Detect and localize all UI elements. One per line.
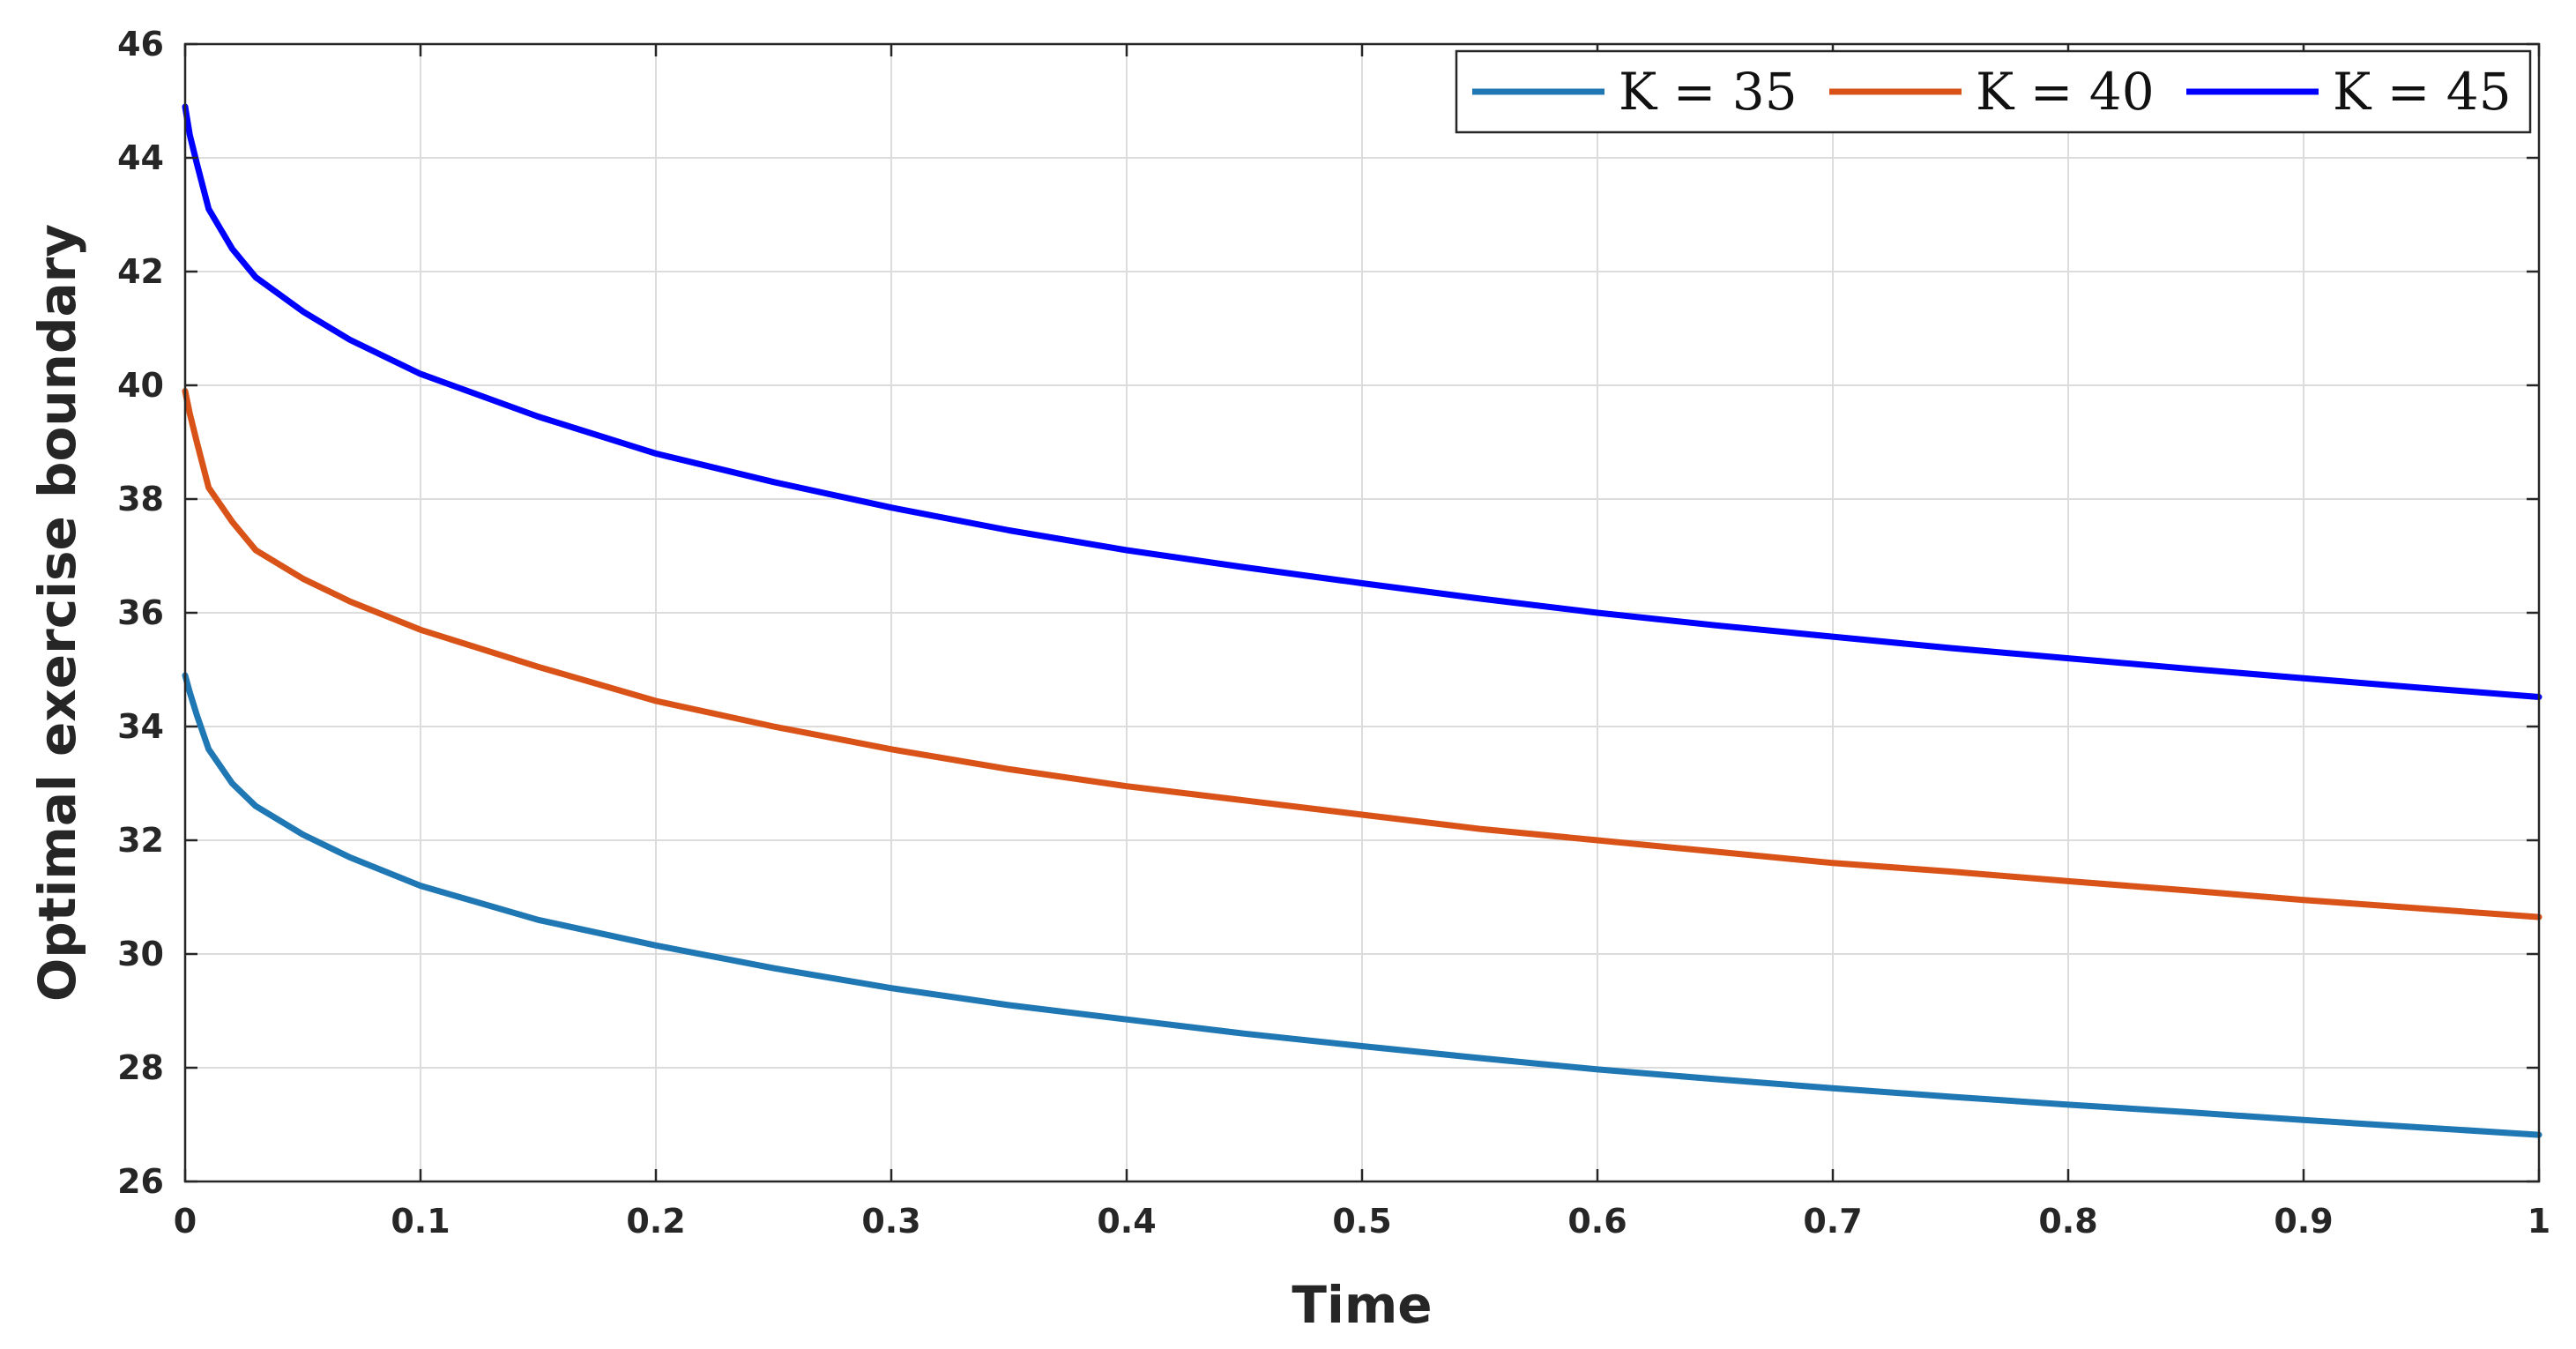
y-axis: 26 28 30 32 34 36 38 40 42 44 46 bbox=[117, 25, 2539, 1201]
series-line-k45 bbox=[182, 103, 2542, 700]
y-tick-label: 46 bbox=[117, 25, 164, 63]
x-tick-label: 0.8 bbox=[2038, 1202, 2097, 1241]
y-tick-label: 42 bbox=[117, 252, 164, 291]
y-axis-label: Optimal exercise boundary bbox=[27, 224, 87, 1002]
x-tick-label: 0.5 bbox=[1332, 1202, 1391, 1241]
y-tick-label: 30 bbox=[117, 935, 164, 973]
x-tick-label: 0.2 bbox=[626, 1202, 685, 1241]
x-axis: 0 0.1 0.2 0.3 0.4 0.5 0.6 0.7 0.8 0.9 1 bbox=[174, 44, 2550, 1241]
x-tick-label: 0.4 bbox=[1097, 1202, 1156, 1241]
y-tick-label: 44 bbox=[117, 138, 164, 177]
x-axis-label: Time bbox=[1292, 1275, 1432, 1335]
legend-entry-k40: K = 40 bbox=[1976, 62, 2155, 122]
x-tick-label: 1 bbox=[2528, 1202, 2550, 1241]
y-tick-label: 40 bbox=[117, 366, 164, 405]
x-tick-label: 0 bbox=[174, 1202, 197, 1241]
legend-entry-k35: K = 35 bbox=[1619, 62, 1798, 122]
x-tick-label: 0.9 bbox=[2274, 1202, 2333, 1241]
x-tick-label: 0.7 bbox=[1803, 1202, 1862, 1241]
y-tick-label: 26 bbox=[117, 1162, 164, 1201]
y-tick-label: 34 bbox=[117, 707, 164, 746]
y-tick-label: 36 bbox=[117, 593, 164, 632]
series-line-k35 bbox=[182, 672, 2542, 1138]
legend: K = 35 K = 40 K = 45 bbox=[1455, 49, 2532, 134]
y-tick-label: 38 bbox=[117, 480, 164, 518]
y-tick-label: 32 bbox=[117, 821, 164, 860]
x-tick-label: 0.3 bbox=[861, 1202, 920, 1241]
y-tick-label: 28 bbox=[117, 1048, 164, 1087]
series-line-k40 bbox=[182, 388, 2542, 920]
x-tick-label: 0.6 bbox=[1567, 1202, 1627, 1241]
series-group bbox=[182, 103, 2542, 1138]
legend-entry-k45: K = 45 bbox=[2333, 62, 2512, 122]
x-tick-label: 0.1 bbox=[391, 1202, 450, 1241]
legend-box bbox=[1455, 49, 2532, 134]
